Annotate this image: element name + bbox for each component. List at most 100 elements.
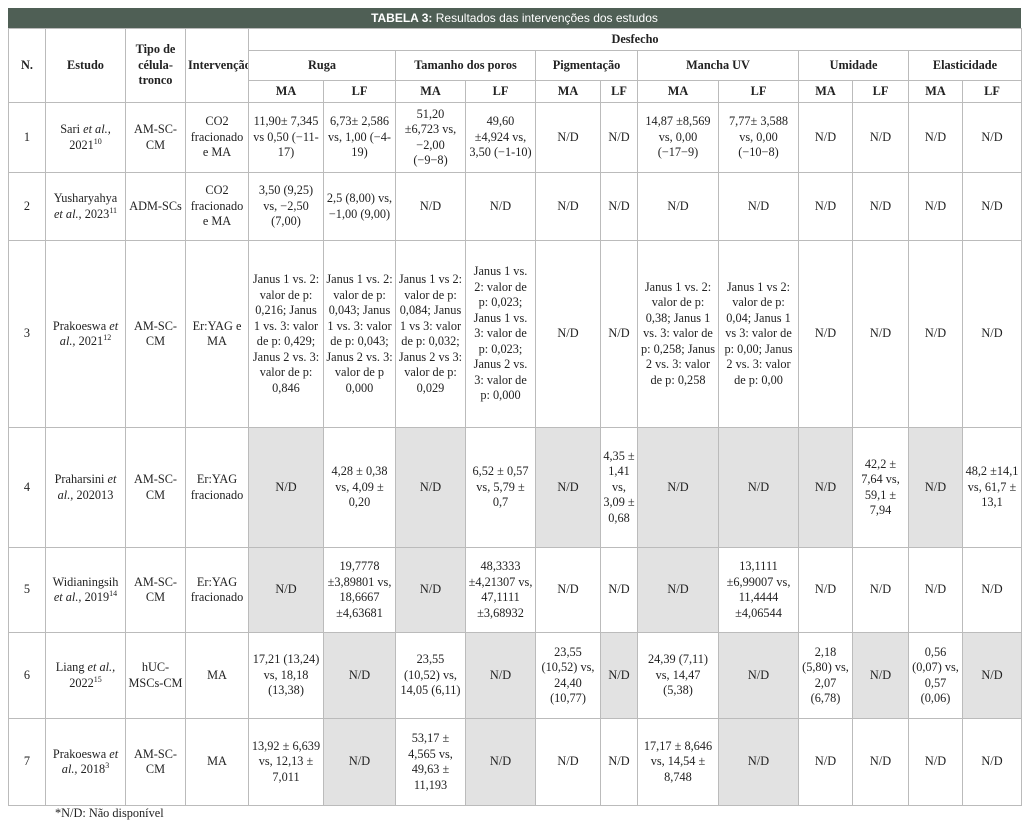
outcome-header: Mancha UV xyxy=(637,50,799,81)
intervention: MA xyxy=(185,718,249,806)
result-cell: Janus 1 vs 2: valor de p: 0,04; Janus 1 … xyxy=(718,240,799,428)
result-cell: N/D xyxy=(535,102,601,173)
cell-type: ADM-SCs xyxy=(125,172,186,241)
result-cell: N/D xyxy=(852,240,909,428)
result-cell: N/D xyxy=(637,547,719,633)
result-cell: Janus 1 vs. 2: valor de p: 0,023; Janus … xyxy=(465,240,536,428)
result-cell: N/D xyxy=(465,718,536,806)
table-title-bar: TABELA 3: Resultados das intervenções do… xyxy=(8,8,1021,28)
result-cell: N/D xyxy=(600,718,638,806)
result-cell: N/D xyxy=(798,718,853,806)
reference: 12 xyxy=(103,332,112,342)
subheader: LF xyxy=(323,80,396,103)
group-header: Desfecho xyxy=(248,28,1022,51)
result-cell: N/D xyxy=(600,240,638,428)
header-row: N. Estudo Tipo de célula-tronco Intervenção… xyxy=(8,28,1022,103)
outcome-header: Pigmentação xyxy=(535,50,638,81)
result-cell: N/D xyxy=(798,240,853,428)
cell-type: AM-SC-CM xyxy=(125,718,186,806)
result-cell: N/D xyxy=(908,102,963,173)
result-cell: N/D xyxy=(535,547,601,633)
result-cell: N/D xyxy=(600,547,638,633)
result-cell: N/D xyxy=(395,172,466,241)
result-cell: 17,17 ± 8,646 vs, 14,54 ± 8,748 xyxy=(637,718,719,806)
result-cell: 48,2 ±14,1 vs, 61,7 ± 13,1 xyxy=(962,427,1022,548)
result-cell: N/D xyxy=(637,172,719,241)
subheader: LF xyxy=(465,80,536,103)
cell-type: AM-SC-CM xyxy=(125,427,186,548)
result-cell: N/D xyxy=(908,547,963,633)
row-number: 1 xyxy=(8,102,46,173)
result-cell: N/D xyxy=(962,718,1022,806)
result-cell: N/D xyxy=(535,240,601,428)
reference: 3 xyxy=(105,760,110,770)
result-cell: N/D xyxy=(962,632,1022,719)
study: Liang et al., 202215 xyxy=(45,632,126,719)
year: 2021 xyxy=(78,334,104,348)
result-cell: N/D xyxy=(323,718,396,806)
result-cell: N/D xyxy=(395,427,466,548)
result-cell: 4,28 ± 0,38 vs, 4,09 ± 0,20 xyxy=(323,427,396,548)
et-al: et al., xyxy=(53,206,82,221)
table-row: 3 Prakoeswa et al., 202112 AM-SC-CM Er:YAG … xyxy=(8,240,1022,428)
row-number: 3 xyxy=(8,240,46,428)
result-cell: N/D xyxy=(718,718,799,806)
result-cell: 51,20 ±6,723 vs, −2,00 (−9−8) xyxy=(395,102,466,173)
results-table: N. Estudo Tipo de célula-tronco Intervenção… xyxy=(8,28,1022,806)
subheader: LF xyxy=(852,80,909,103)
result-cell: N/D xyxy=(248,547,324,633)
subheader: MA xyxy=(395,80,466,103)
result-cell: N/D xyxy=(908,172,963,241)
row-number: 4 xyxy=(8,427,46,548)
outcome-header: Ruga xyxy=(248,50,396,81)
result-cell: N/D xyxy=(962,102,1022,173)
subheader: MA xyxy=(798,80,853,103)
result-cell: 6,73± 2,586 vs, 1,00 (−4-19) xyxy=(323,102,396,173)
subheader: LF xyxy=(600,80,638,103)
result-cell: 11,90± 7,345 vs 0,50 (−11-17) xyxy=(248,102,324,173)
result-cell: N/D xyxy=(962,240,1022,428)
result-cell: N/D xyxy=(798,427,853,548)
subheader: MA xyxy=(248,80,324,103)
result-cell: 7,77± 3,588 vs, 0,00 (−10−8) xyxy=(718,102,799,173)
result-cell: N/D xyxy=(600,632,638,719)
subheader: LF xyxy=(718,80,799,103)
et-al: et al., xyxy=(57,472,117,502)
column-header: N. xyxy=(8,28,46,103)
cell-type: AM-SC-CM xyxy=(125,240,186,428)
result-cell: N/D xyxy=(962,172,1022,241)
result-cell: N/D xyxy=(395,547,466,633)
result-cell: N/D xyxy=(323,632,396,719)
et-al: et al., xyxy=(53,590,82,604)
result-cell: N/D xyxy=(535,427,601,548)
outcome-header: Elasticidade xyxy=(908,50,1022,81)
year: 2019 xyxy=(84,590,110,604)
result-cell: 13,92 ± 6,639 vs, 12,13 ± 7,011 xyxy=(248,718,324,806)
table-row: 6 Liang et al., 202215 hUC-MSCs-CM MA 17,21 … xyxy=(8,632,1022,719)
result-cell: 17,21 (13,24) vs, 18,18 (13,38) xyxy=(248,632,324,719)
result-cell: Janus 1 vs. 2: valor de p: 0,216; Janus … xyxy=(248,240,324,428)
outcome-header: Umidade xyxy=(798,50,909,81)
year: 2023 xyxy=(84,206,110,221)
result-cell: 23,55 (10,52) vs, 24,40 (10,77) xyxy=(535,632,601,719)
result-cell: N/D xyxy=(718,172,799,241)
author: Praharsini xyxy=(54,472,105,486)
table-row: 1 Sari et al., 202110 AM-SC-CM CO2 fraciona… xyxy=(8,102,1022,173)
result-cell: Janus 1 vs. 2: valor de p: 0,043; Janus … xyxy=(323,240,396,428)
row-number: 6 xyxy=(8,632,46,719)
result-cell: N/D xyxy=(908,427,963,548)
result-cell: 3,50 (9,25) vs, −2,50 (7,00) xyxy=(248,172,324,241)
table-row: 5 Widianingsih et al., 201914 AM-SC-CM Er:Y… xyxy=(8,547,1022,633)
study: Yusharyahya et al., 202311 xyxy=(45,172,126,241)
year: 202013 xyxy=(76,487,114,502)
intervention: MA xyxy=(185,632,249,719)
study: Sari et al., 202110 xyxy=(45,102,126,173)
study: Prakoeswa et al., 202112 xyxy=(45,240,126,428)
result-cell: N/D xyxy=(852,102,909,173)
author: Prakoeswa xyxy=(52,746,107,761)
result-cell: N/D xyxy=(908,718,963,806)
year: 2022 xyxy=(69,675,94,690)
intervention: Er:YAG fracionado xyxy=(185,547,249,633)
row-number: 5 xyxy=(8,547,46,633)
